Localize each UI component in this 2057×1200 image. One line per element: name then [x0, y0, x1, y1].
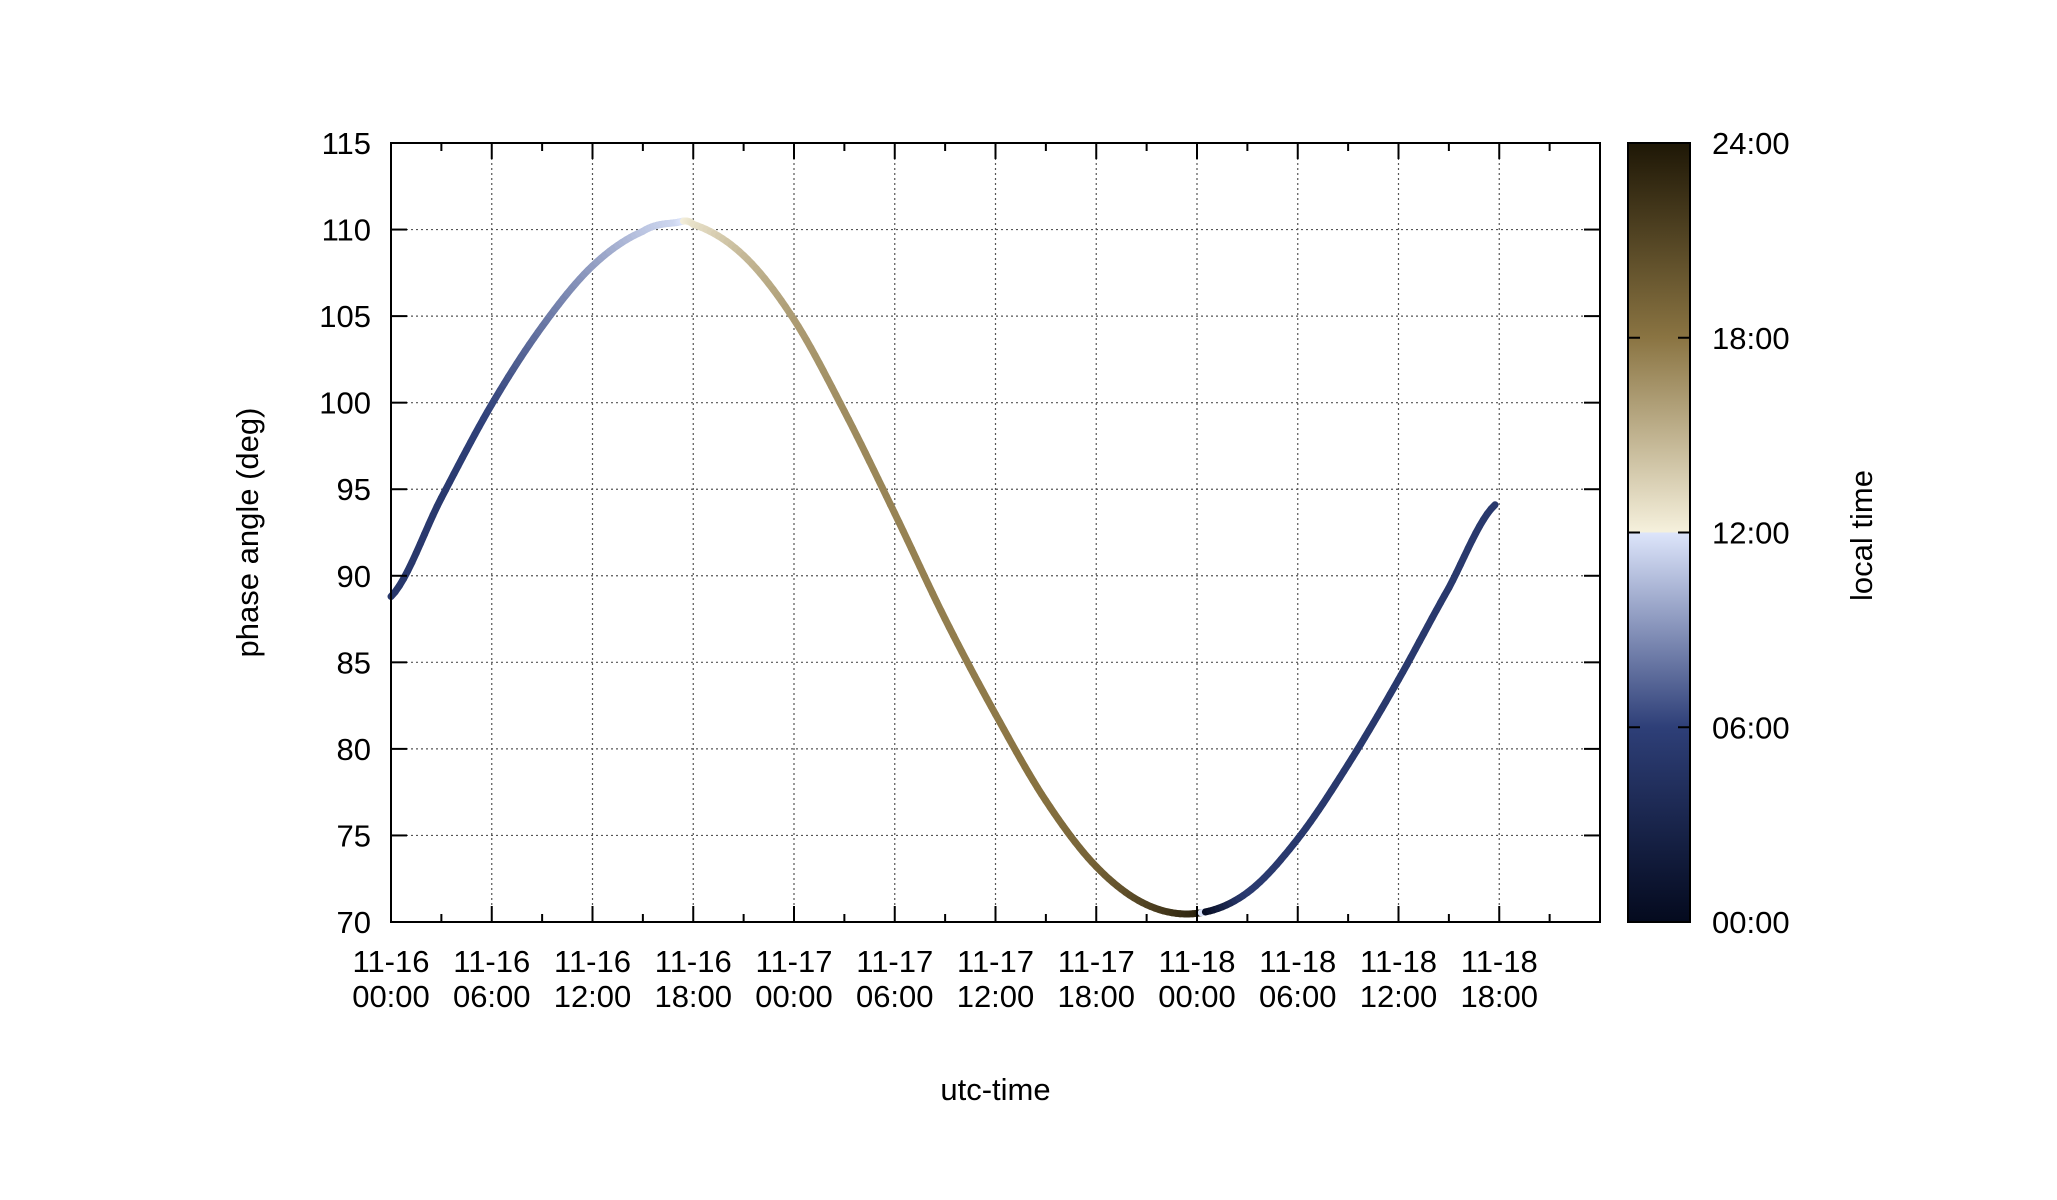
x-tick-label-date: 11-16: [353, 944, 430, 979]
series-line: [387, 217, 1499, 918]
x-tick-label-date: 11-18: [1360, 944, 1437, 979]
y-tick-label: 90: [337, 559, 371, 594]
x-tick-label-time: 12:00: [1360, 979, 1438, 1014]
y-tick-label: 105: [319, 299, 371, 334]
x-tick-label-time: 12:00: [554, 979, 632, 1014]
x-tick-label-date: 11-16: [655, 944, 732, 979]
series-segment: [1487, 501, 1499, 513]
y-tick-label: 95: [337, 472, 371, 507]
x-axis-label: utc-time: [940, 1072, 1050, 1107]
x-tick-label-time: 00:00: [755, 979, 833, 1014]
x-tick-label-time: 00:00: [352, 979, 430, 1014]
grid: [391, 143, 1600, 922]
x-tick-label-date: 11-17: [1058, 944, 1135, 979]
x-tick-label-time: 06:00: [1259, 979, 1337, 1014]
x-tick-label-date: 11-16: [554, 944, 631, 979]
x-tick-label-date: 11-18: [1461, 944, 1538, 979]
x-tick-label-time: 06:00: [856, 979, 934, 1014]
colorbar-tick-label: 24:00: [1712, 126, 1790, 161]
colorbar-tick-label: 00:00: [1712, 905, 1790, 940]
colorbar-tick-label: 18:00: [1712, 321, 1790, 356]
x-tick-label-time: 18:00: [1460, 979, 1538, 1014]
y-tick-label: 110: [322, 213, 371, 248]
x-tick-label-date: 11-18: [1259, 944, 1336, 979]
colorbar-tick-labels: 00:00 06:00 12:00 18:00 24:00: [1712, 126, 1790, 940]
y-tick-label: 85: [337, 645, 371, 680]
y-tick-labels: 70 75 80 85 90 95 100 105 110 115: [319, 126, 371, 940]
colorbar-tick-label: 06:00: [1712, 710, 1790, 745]
x-tick-label-time: 00:00: [1158, 979, 1236, 1014]
x-tick-label-time: 18:00: [1057, 979, 1135, 1014]
x-tick-label-time: 18:00: [654, 979, 732, 1014]
y-tick-label: 100: [319, 386, 371, 421]
y-tick-label: 70: [337, 905, 371, 940]
colorbar-tick-label: 12:00: [1712, 516, 1790, 551]
y-tick-label: 75: [337, 818, 371, 853]
x-tick-label-date: 11-17: [756, 944, 833, 979]
y-axis-label: phase angle (deg): [230, 408, 265, 658]
colorbar-label: local time: [1844, 470, 1879, 601]
y-tick-label: 80: [337, 732, 371, 767]
x-tick-labels: 11-1600:0011-1606:0011-1612:0011-1618:00…: [352, 944, 1538, 1014]
colorbar-ticks: [1628, 142, 1690, 923]
x-tick-label-date: 11-16: [453, 944, 530, 979]
y-tick-label: 115: [322, 126, 371, 161]
x-tick-label-date: 11-17: [957, 944, 1034, 979]
x-tick-label-time: 12:00: [957, 979, 1035, 1014]
x-tick-label-time: 06:00: [453, 979, 531, 1014]
x-tick-label-date: 11-17: [856, 944, 933, 979]
x-tick-label-date: 11-18: [1159, 944, 1236, 979]
axis-ticks: [390, 142, 1600, 923]
